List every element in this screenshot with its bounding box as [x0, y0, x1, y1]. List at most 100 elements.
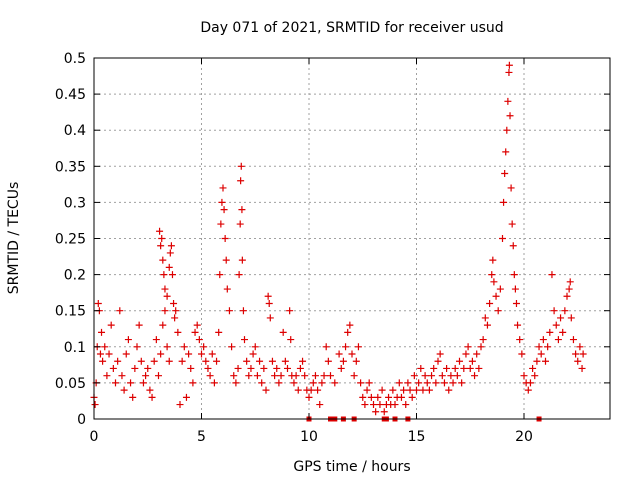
data-point	[239, 307, 247, 315]
data-point	[210, 379, 218, 387]
data-point	[548, 271, 556, 279]
data-point	[258, 379, 266, 387]
data-point	[559, 328, 567, 336]
data-point	[156, 227, 164, 235]
data-point	[579, 350, 587, 358]
data-point	[423, 379, 431, 387]
data-point	[172, 307, 180, 315]
data-point	[322, 343, 330, 351]
data-point	[504, 97, 512, 105]
data-point	[466, 364, 474, 372]
y-tick-label: 0.4	[64, 123, 86, 139]
data-point	[237, 162, 245, 170]
data-point	[514, 321, 522, 329]
data-point	[524, 386, 532, 394]
data-point	[98, 328, 106, 336]
data-point	[131, 364, 139, 372]
data-point	[120, 386, 128, 394]
data-point	[198, 350, 205, 358]
data-point	[262, 386, 270, 394]
data-point	[486, 299, 494, 307]
data-point	[552, 321, 560, 329]
x-tick-label: 10	[300, 429, 318, 445]
data-point	[208, 350, 216, 358]
data-point	[157, 242, 165, 250]
data-point	[311, 372, 319, 380]
x-tick-label: 15	[408, 429, 426, 445]
data-point	[148, 393, 156, 401]
data-point	[464, 343, 472, 351]
data-point	[417, 364, 425, 372]
data-point	[572, 350, 580, 358]
data-point	[266, 314, 274, 322]
y-tick-label: 0.2	[64, 268, 86, 284]
data-point	[337, 364, 345, 372]
data-point	[397, 393, 405, 401]
data-point	[346, 321, 354, 329]
data-point	[220, 206, 228, 214]
data-point	[103, 372, 111, 380]
data-point	[335, 350, 343, 358]
data-point	[494, 307, 502, 315]
data-point	[481, 314, 489, 322]
data-point	[361, 401, 369, 409]
y-axis-label: SRMTID / TECUs	[6, 182, 22, 295]
data-point	[557, 314, 565, 322]
data-point	[316, 401, 324, 409]
data-point	[490, 278, 498, 286]
data-point	[567, 314, 575, 322]
data-point	[124, 336, 132, 344]
data-point	[241, 336, 248, 344]
data-point	[473, 350, 481, 358]
data-point	[171, 314, 179, 322]
data-point	[150, 357, 158, 365]
data-point	[460, 364, 468, 372]
data-point	[160, 271, 168, 279]
data-point	[105, 350, 113, 358]
data-point	[496, 285, 504, 293]
data-point	[234, 364, 242, 372]
data-point	[546, 328, 554, 336]
data-point	[518, 350, 526, 358]
data-point	[216, 271, 224, 279]
data-point	[344, 328, 352, 336]
data-point	[544, 343, 552, 351]
data-point	[471, 372, 479, 380]
data-point	[161, 307, 169, 315]
data-points	[90, 61, 587, 422]
data-point	[438, 372, 446, 380]
data-point	[236, 220, 244, 228]
data-point	[187, 364, 195, 372]
data-point	[273, 364, 281, 372]
grid-lines	[94, 58, 610, 419]
data-point	[475, 364, 483, 372]
data-point	[109, 364, 117, 372]
data-point	[170, 299, 178, 307]
data-point	[101, 343, 109, 351]
data-point	[200, 343, 208, 351]
data-point	[139, 379, 147, 387]
data-point	[91, 401, 99, 409]
data-point	[135, 321, 143, 329]
data-point	[506, 112, 514, 120]
data-point	[436, 350, 444, 358]
data-point	[531, 372, 539, 380]
data-point	[535, 343, 543, 351]
data-point	[158, 235, 166, 242]
data-point	[342, 343, 350, 351]
y-tick-label: 0.1	[64, 340, 86, 356]
data-point	[286, 307, 294, 315]
data-point	[533, 357, 541, 365]
data-point	[182, 393, 190, 401]
data-point	[256, 357, 264, 365]
chart-title: Day 071 of 2021, SRMTID for receiver usu…	[200, 20, 503, 36]
data-point	[195, 336, 203, 344]
data-point	[359, 393, 367, 401]
data-point	[489, 256, 497, 264]
data-point	[503, 126, 511, 134]
data-point	[449, 379, 457, 387]
data-point	[294, 386, 302, 394]
data-point	[324, 357, 332, 365]
data-point	[357, 379, 365, 387]
